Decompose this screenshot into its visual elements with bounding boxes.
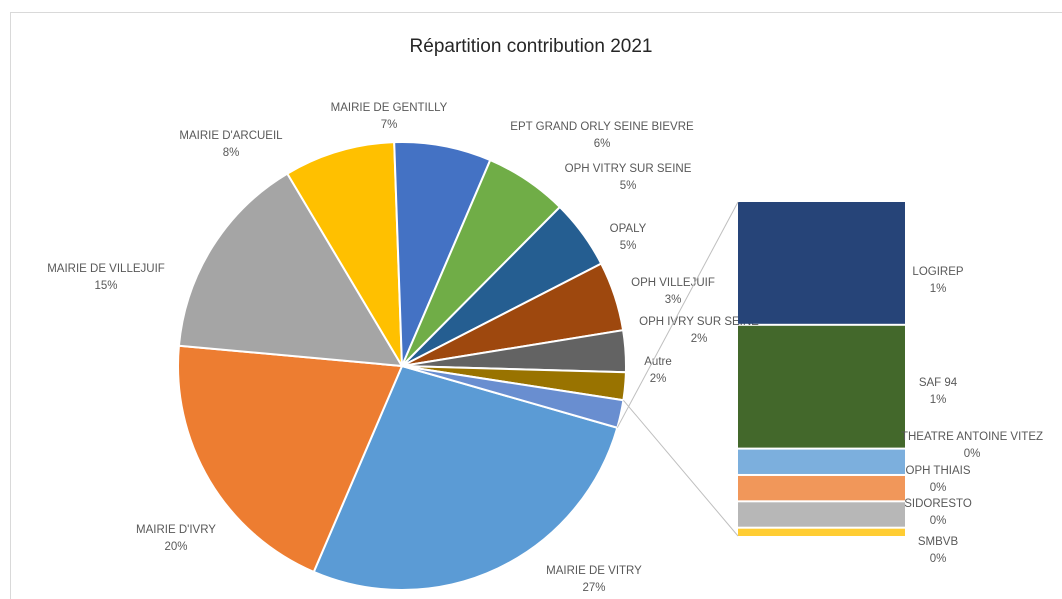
bar-segment-sidoresto — [738, 502, 905, 527]
stacked-bar — [738, 202, 905, 536]
bar-theatre-antoine-vitez-label: THEATRE ANTOINE VITEZ 0% — [901, 431, 1043, 460]
bar-segment-saf-94 — [738, 325, 905, 448]
bar-smbvb-label: SMBVB 0% — [918, 536, 959, 565]
bar-segment-smbvb — [738, 528, 905, 536]
pie-mairie-d-arcueil-label: MAIRIE D'ARCUEIL 8% — [179, 130, 283, 159]
pie-slice-mairie-de-villejuif — [177, 172, 404, 368]
pie-oph-ivry-sur-seine-label: OPH IVRY SUR SEINE 2% — [639, 316, 759, 345]
chart-area — [10, 12, 1062, 599]
pie-slice-mairie-de-vitry — [312, 364, 619, 591]
bar-saf-94-label: SAF 94 1% — [919, 377, 958, 406]
bar-segment-theatre-antoine-vitez — [738, 449, 905, 474]
chart-title: Répartition contribution 2021 — [409, 36, 653, 57]
pie-mairie-d-ivry-label: MAIRIE D'IVRY 20% — [136, 524, 216, 553]
pie-oph-vitry-sur-seine-label: OPH VITRY SUR SEINE 5% — [565, 163, 692, 192]
pie-slice-mairie-d-ivry — [177, 344, 404, 574]
pie-slice-autre — [401, 365, 625, 429]
pie-opaly-label: OPALY 5% — [610, 223, 647, 252]
bar-segment-logirep — [738, 202, 905, 324]
connector-line-bottom — [623, 399, 739, 537]
bar-segment-oph-thiais — [738, 475, 905, 501]
pie-slice-mairie-d-arcueil — [285, 141, 403, 367]
bar-sidoresto-label: SIDORESTO 0% — [904, 498, 972, 527]
pie-mairie-de-villejuif-label: MAIRIE DE VILLEJUIF 15% — [47, 263, 165, 292]
pie-mairie-de-vitry-label: MAIRIE DE VITRY 27% — [546, 565, 642, 594]
pie-oph-villejuif-label: OPH VILLEJUIF 3% — [631, 277, 715, 306]
pie — [177, 141, 627, 591]
pie-mairie-de-gentilly-label: MAIRIE DE GENTILLY 7% — [331, 102, 448, 131]
pie-ept-grand-orly-seine-bievre-label: EPT GRAND ORLY SEINE BIEVRE 6% — [510, 121, 694, 150]
bar-logirep-label: LOGIREP 1% — [912, 266, 963, 295]
bar-oph-thiais-label: OPH THIAIS 0% — [906, 465, 971, 494]
connector-line-top — [616, 201, 739, 428]
